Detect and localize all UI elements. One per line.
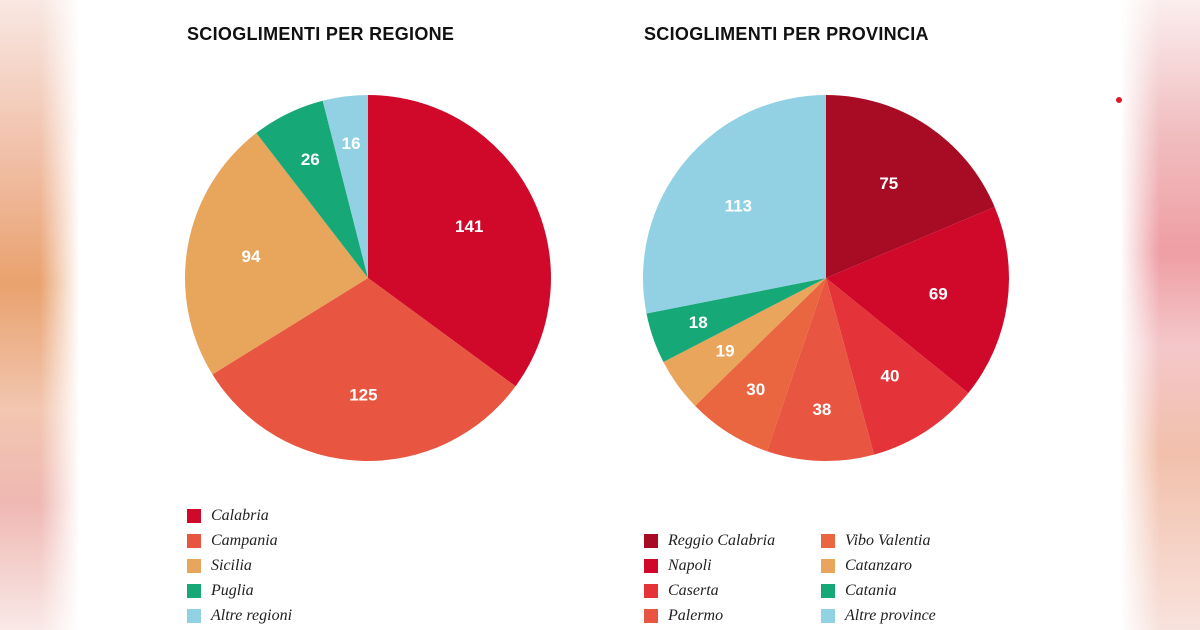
pie-slice-altre-regioni	[322, 94, 368, 278]
legend-item-napoli: Napoli	[644, 553, 775, 578]
legend-item-altre-regioni: Altre regioni	[187, 603, 292, 628]
data-label-catania: 18	[689, 313, 708, 332]
legend-swatch	[821, 608, 835, 623]
data-label-palermo: 38	[812, 400, 831, 419]
legend-swatch	[644, 583, 658, 598]
right-background-fade	[1120, 0, 1160, 630]
legend-item-catania: Catania	[821, 578, 936, 603]
data-label-napoli: 69	[929, 284, 948, 303]
pie-slice-catanzaro	[663, 278, 826, 406]
legend-provincia-col1: Reggio Calabria Napoli Caserta Palermo	[644, 528, 775, 628]
legend-label: Napoli	[668, 556, 712, 574]
chart-title-regione: SCIOGLIMENTI PER REGIONE	[187, 24, 455, 44]
legend-item-reggio-calabria: Reggio Calabria	[644, 528, 775, 553]
data-label-campania: 125	[349, 386, 377, 405]
legend-label: Sicilia	[211, 556, 252, 574]
legend-item-altre-province: Altre province	[821, 603, 936, 628]
legend-swatch	[187, 558, 201, 573]
data-label-vibo-valentia: 30	[746, 380, 765, 399]
legend-regione: Calabria Campania Sicilia Puglia Altre r…	[187, 503, 292, 628]
data-label-calabria: 141	[455, 217, 483, 236]
legend-swatch	[187, 508, 201, 523]
legend-item-vibo-valentia: Vibo Valentia	[821, 528, 936, 553]
chart-title-provincia: SCIOGLIMENTI PER PROVINCIA	[644, 24, 929, 44]
pie-slice-vibo-valentia	[695, 278, 826, 452]
legend-item-palermo: Palermo	[644, 603, 775, 628]
legend-item-caserta: Caserta	[644, 578, 775, 603]
pie-slice-palermo	[767, 278, 875, 461]
pie-slice-catania	[646, 278, 826, 362]
legend-label: Altre province	[845, 606, 936, 624]
legend-swatch	[187, 583, 201, 598]
left-background-fade	[40, 0, 80, 630]
legend-item-campania: Campania	[187, 528, 292, 553]
legend-swatch	[187, 608, 201, 623]
data-label-sicilia: 94	[242, 247, 261, 266]
legend-label: Puglia	[211, 581, 254, 599]
data-label-altre-province: 113	[725, 197, 752, 216]
pie-slice-reggio-calabria	[826, 95, 995, 278]
pie-slice-napoli	[826, 206, 1010, 394]
pie-slice-sicilia	[184, 133, 368, 375]
data-label-reggio-calabria: 75	[879, 174, 898, 193]
data-label-puglia: 26	[301, 150, 320, 169]
legend-item-sicilia: Sicilia	[187, 553, 292, 578]
legend-swatch	[644, 558, 658, 573]
data-label-caserta: 40	[881, 367, 900, 386]
legend-swatch	[821, 583, 835, 598]
legend-swatch	[644, 533, 658, 548]
legend-label: Vibo Valentia	[845, 531, 931, 549]
legend-item-puglia: Puglia	[187, 578, 292, 603]
legend-swatch	[821, 558, 835, 573]
red-dot-marker	[1116, 97, 1122, 103]
legend-label: Calabria	[211, 506, 269, 524]
legend-label: Palermo	[668, 606, 724, 624]
data-label-altre-regioni: 16	[342, 134, 361, 153]
pie-slice-caserta	[826, 278, 969, 455]
legend-label: Altre regioni	[211, 606, 293, 624]
legend-swatch	[187, 533, 201, 548]
legend-swatch	[644, 608, 658, 623]
pie-slice-campania	[212, 278, 516, 462]
legend-provincia-col2: Vibo Valentia Catanzaro Catania Altre pr…	[821, 528, 936, 628]
legend-swatch	[821, 533, 835, 548]
legend-label: Caserta	[668, 581, 719, 599]
legend-label: Catanzaro	[845, 556, 912, 574]
pie-slice-calabria	[368, 95, 551, 387]
data-label-catanzaro: 19	[716, 341, 735, 360]
legend-label: Campania	[211, 531, 278, 549]
pie-slice-altre-province	[642, 95, 826, 314]
pie-slice-puglia	[256, 100, 368, 278]
legend-item-catanzaro: Catanzaro	[821, 553, 936, 578]
legend-item-calabria: Calabria	[187, 503, 292, 528]
legend-label: Catania	[845, 581, 897, 599]
legend-label: Reggio Calabria	[668, 531, 776, 549]
